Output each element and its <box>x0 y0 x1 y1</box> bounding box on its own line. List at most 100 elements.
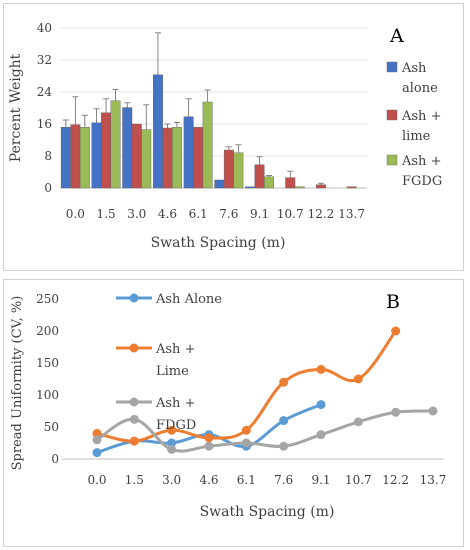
bar <box>183 116 194 189</box>
bar <box>264 176 274 189</box>
x-tick-label: 3.0 <box>127 207 146 221</box>
series-line <box>96 409 434 453</box>
x-tick-label: 4.6 <box>158 207 177 221</box>
data-point <box>279 416 289 426</box>
bar <box>162 127 173 189</box>
bar-chart: 0 8 16 24 32 40 0.0 1.5 3.0 4.6 6.1 7.6 9.1 10.7 12.2 1… <box>8 21 442 251</box>
bar <box>254 164 265 189</box>
bar <box>233 152 244 189</box>
x-tick-label: 0.0 <box>66 207 85 221</box>
bar <box>294 186 305 189</box>
data-point <box>129 414 139 424</box>
data-point <box>167 444 177 454</box>
bar <box>131 123 142 189</box>
bar <box>70 124 81 189</box>
x-tick-label: 13.7 <box>420 473 447 487</box>
x-axis-title: Swath Spacing (m) <box>151 235 286 251</box>
legend-label: Ash + FGDG <box>401 154 442 189</box>
x-tick-label: 1.5 <box>97 207 116 221</box>
bar <box>214 179 225 189</box>
panel-b: 0 50 100 150 200 250 0.0 1.5 3.0 4.6 6.1 7.6 9.1 10.7… <box>3 279 464 547</box>
x-tick-label: 13.7 <box>338 207 365 221</box>
y-tick-label: 0 <box>44 181 52 195</box>
data-point <box>316 430 326 440</box>
legend-label: Ash + FDGD <box>155 396 196 433</box>
x-tick-label: 10.7 <box>277 207 304 221</box>
bar <box>79 126 90 189</box>
y-tick-label: 100 <box>36 388 59 402</box>
legend-label: Ash + Lime <box>155 342 195 379</box>
y-tick-label: 0 <box>51 452 59 466</box>
x-tick-label: 1.5 <box>125 473 144 487</box>
y-tick-label: 24 <box>37 85 53 99</box>
bar <box>122 107 133 189</box>
legend-swatch <box>386 154 398 166</box>
x-tick-label: 4.6 <box>199 473 218 487</box>
legend-label: Ash alone <box>401 61 438 96</box>
y-tick-label: 150 <box>36 356 59 370</box>
data-point <box>316 364 326 374</box>
data-point <box>241 438 251 448</box>
data-point <box>92 435 102 445</box>
bar <box>223 149 234 189</box>
panel-a: 0 8 16 24 32 40 0.0 1.5 3.0 4.6 6.1 7.6 9.1 10.7 12.2 1… <box>3 3 464 271</box>
data-point <box>428 406 438 416</box>
panel-label: B <box>386 291 400 313</box>
x-tick-label: 6.1 <box>237 473 256 487</box>
bar <box>101 112 112 189</box>
line-chart: 0 50 100 150 200 250 0.0 1.5 3.0 4.6 6.1 7.6 9.1 10.7… <box>10 291 447 520</box>
data-point <box>353 417 363 427</box>
bar <box>285 177 296 189</box>
bar <box>346 186 357 189</box>
data-point <box>353 374 363 384</box>
data-point <box>167 438 177 448</box>
data-point <box>92 428 102 438</box>
data-point <box>204 433 214 443</box>
data-point <box>316 400 326 410</box>
legend-marker <box>129 343 139 353</box>
x-tick-label: 0.0 <box>87 473 106 487</box>
data-point <box>241 425 251 435</box>
x-tick-label: 3.0 <box>162 473 181 487</box>
bar <box>316 184 326 189</box>
legend-swatch <box>386 109 398 121</box>
legend-marker <box>129 293 139 303</box>
legend-marker <box>129 397 139 407</box>
data-point <box>391 407 401 417</box>
bar <box>141 129 152 189</box>
y-tick-label: 40 <box>37 21 52 35</box>
x-tick-label: 10.7 <box>345 473 372 487</box>
y-tick-label: 200 <box>36 324 59 338</box>
x-tick-label: 12.2 <box>382 473 409 487</box>
x-tick-label: 7.6 <box>219 207 238 221</box>
x-tick-label: 6.1 <box>189 207 208 221</box>
y-axis-title: Spread Uniformity (CV, %) <box>10 296 25 471</box>
x-tick-label: 9.1 <box>250 207 269 221</box>
x-tick-label: 9.1 <box>311 473 330 487</box>
bar <box>60 126 71 189</box>
bar <box>171 126 182 189</box>
x-axis-title: Swath Spacing (m) <box>200 504 335 520</box>
data-point <box>391 326 401 336</box>
y-tick-label: 250 <box>36 292 59 306</box>
bar <box>193 126 204 189</box>
bar <box>110 100 121 189</box>
bar <box>245 186 256 189</box>
panel-label: A <box>389 25 404 47</box>
data-point <box>92 448 102 458</box>
data-point <box>279 377 289 387</box>
x-tick-label: 12.2 <box>308 207 335 221</box>
legend-swatch <box>386 61 398 73</box>
data-point <box>167 425 177 435</box>
data-point <box>129 436 139 446</box>
y-tick-label: 32 <box>37 53 52 67</box>
bar <box>202 101 213 189</box>
data-point <box>204 441 214 451</box>
legend-label: Ash + lime <box>401 109 441 144</box>
y-tick-label: 50 <box>44 420 59 434</box>
x-tick-label: 7.6 <box>274 473 293 487</box>
y-axis-title: Percent Weight <box>8 53 24 162</box>
bar <box>152 74 163 189</box>
legend-label: Ash Alone <box>155 292 222 307</box>
bar <box>91 122 102 189</box>
